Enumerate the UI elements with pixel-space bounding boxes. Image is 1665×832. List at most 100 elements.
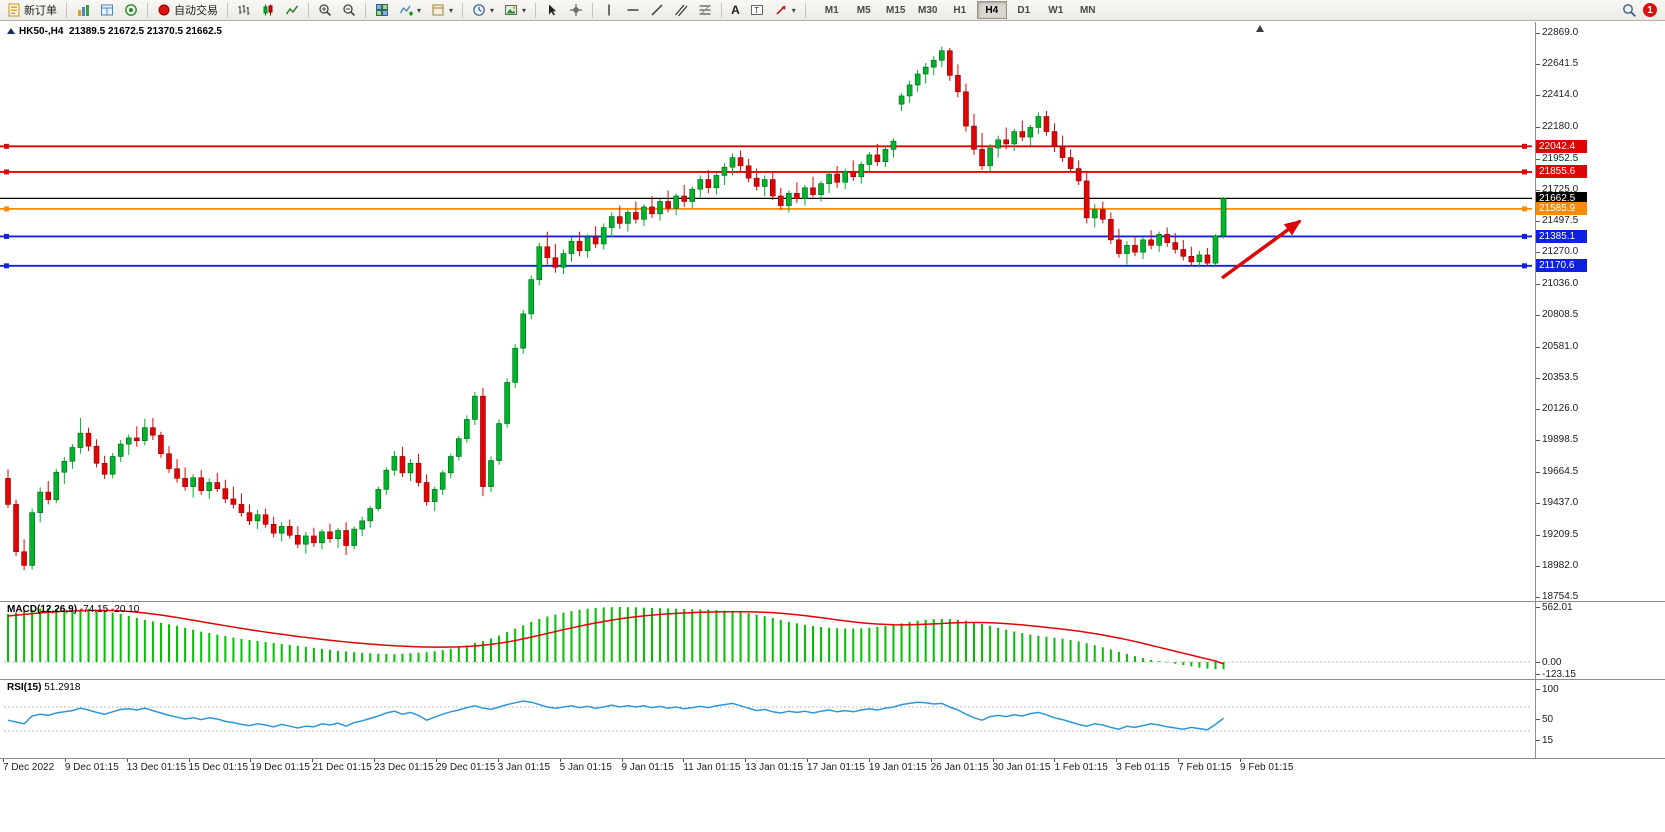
text-label-icon: T [750, 5, 763, 15]
time-axis-label: 29 Dec 01:15 [435, 762, 496, 773]
zoom-out-icon [343, 4, 356, 17]
time-axis-label: 19 Jan 01:15 [868, 762, 927, 773]
bars-chart-button[interactable] [233, 0, 255, 20]
zoom-in-button[interactable] [314, 0, 336, 20]
macd-canvas[interactable] [0, 602, 1535, 679]
timeframe-D1[interactable]: D1 [1017, 4, 1031, 16]
time-tick-mark [64, 758, 66, 762]
arrows-button[interactable]: ▾ [770, 0, 800, 20]
timeframe-M30[interactable]: M30 [918, 4, 938, 16]
price-tick-mark [1536, 127, 1540, 129]
top-toolbar: 新订单 自动交易 [0, 0, 1665, 21]
toolbar-separator [365, 2, 366, 18]
snapshot-button[interactable]: ▾ [500, 0, 530, 20]
time-tick-mark [188, 758, 190, 762]
rsi-axis-label: 15 [1542, 735, 1554, 746]
auto-trading-label: 自动交易 [174, 5, 218, 17]
time-tick-mark [992, 758, 994, 762]
time-tick-mark [1178, 758, 1180, 762]
toolbar-separator [462, 2, 464, 18]
rsi-canvas[interactable] [0, 680, 1535, 758]
horizontal-line-button[interactable] [622, 0, 644, 20]
toolbar-separator [308, 2, 309, 18]
navigator-button[interactable] [120, 0, 142, 20]
timeframe-W1[interactable]: W1 [1048, 4, 1064, 16]
trend-arrow-annotation[interactable] [1220, 219, 1302, 280]
timeframe-MN[interactable]: MN [1079, 4, 1096, 16]
auto-trading-button[interactable]: 自动交易 [153, 0, 222, 20]
rsi-tick-mark [1536, 689, 1540, 690]
price-tick-mark [1536, 409, 1540, 410]
line-chart-icon [285, 5, 299, 15]
time-axis-label: 7 Dec 2022 [3, 762, 55, 773]
add-indicator-icon [399, 5, 413, 16]
time-axis-label: 23 Dec 01:15 [374, 762, 434, 773]
price-tick-label: 22869.0 [1542, 27, 1579, 38]
arrows-icon [776, 5, 786, 15]
tile-windows-icon [376, 4, 388, 16]
timeframe-H4[interactable]: H4 [976, 1, 1007, 19]
new-order-icon [8, 3, 20, 17]
timeframe-M15[interactable]: M15 [886, 4, 906, 16]
market-watch-icon [101, 4, 113, 16]
panel-separator[interactable] [0, 601, 1665, 602]
charts-button[interactable] [72, 0, 94, 20]
equidistant-channel-button[interactable] [670, 0, 692, 20]
new-order-button[interactable]: 新订单 [3, 0, 61, 20]
market-watch-button[interactable] [96, 0, 118, 20]
time-axis-label: 13 Jan 01:15 [745, 762, 804, 773]
rsi-axis-label: 50 [1542, 714, 1554, 725]
rsi-tick-mark [1536, 740, 1540, 741]
price-tick-label: 19437.0 [1542, 497, 1579, 509]
time-tick-mark [745, 758, 747, 762]
ohlc-toggle-icon[interactable] [7, 28, 15, 34]
price-tick-mark [1536, 64, 1540, 66]
cursor-icon [549, 4, 557, 16]
crosshair-button[interactable] [565, 0, 587, 20]
timeframe-M5[interactable]: M5 [856, 4, 871, 16]
price-tick-mark [1536, 315, 1540, 317]
time-axis-label: 3 Feb 01:15 [1116, 762, 1170, 773]
price-line-label: 22042.4 [1536, 139, 1587, 153]
toolbar-separator [535, 2, 537, 18]
toolbar-separator [721, 2, 723, 18]
price-tick-label: 21952.5 [1542, 152, 1579, 164]
trendline-button[interactable] [646, 0, 668, 20]
dropdown-arrow-icon: ▾ [417, 5, 422, 15]
time-tick-mark [126, 758, 128, 762]
price-tick-label: 18982.0 [1542, 559, 1579, 571]
search-icon[interactable] [1622, 3, 1637, 18]
templates-button[interactable]: ▾ [427, 0, 457, 20]
macd-axis-label: -123.15 [1542, 669, 1576, 681]
time-tick-mark [3, 758, 4, 762]
new-order-label: 新订单 [24, 5, 57, 17]
time-axis-label: 3 Jan 01:15 [497, 762, 551, 773]
add-indicator-button[interactable]: ▾ [395, 0, 425, 20]
chart-shift-marker[interactable] [1256, 25, 1264, 32]
vertical-line-button[interactable] [598, 0, 620, 20]
fibonacci-button[interactable] [694, 0, 716, 20]
price-tick-label: 20581.0 [1542, 340, 1579, 352]
line-chart-button[interactable] [281, 0, 303, 20]
time-tick-mark [312, 758, 314, 762]
period-clock-button[interactable]: ▾ [468, 0, 498, 20]
zoom-in-icon [319, 4, 332, 17]
time-tick-mark [930, 758, 932, 762]
price-tick-label: 21036.0 [1542, 278, 1579, 290]
timeframe-H1[interactable]: H1 [953, 4, 967, 16]
price-tick-mark [1536, 252, 1540, 254]
time-axis-label: 26 Jan 01:15 [930, 762, 989, 773]
zoom-out-button[interactable] [338, 0, 360, 20]
time-tick-mark [683, 758, 685, 762]
timeframe-M1[interactable]: M1 [824, 4, 839, 16]
candlestick-chart-canvas[interactable] [0, 22, 1535, 601]
text-button[interactable]: A [727, 0, 744, 20]
cursor-button[interactable] [541, 0, 563, 20]
candlestick-chart-button[interactable] [257, 0, 279, 20]
tile-windows-button[interactable] [371, 0, 393, 20]
notifications-badge[interactable]: 1 [1643, 3, 1657, 17]
panel-separator[interactable] [0, 679, 1665, 680]
text-label-button[interactable]: T [746, 0, 768, 20]
price-axis-border [1535, 22, 1536, 759]
